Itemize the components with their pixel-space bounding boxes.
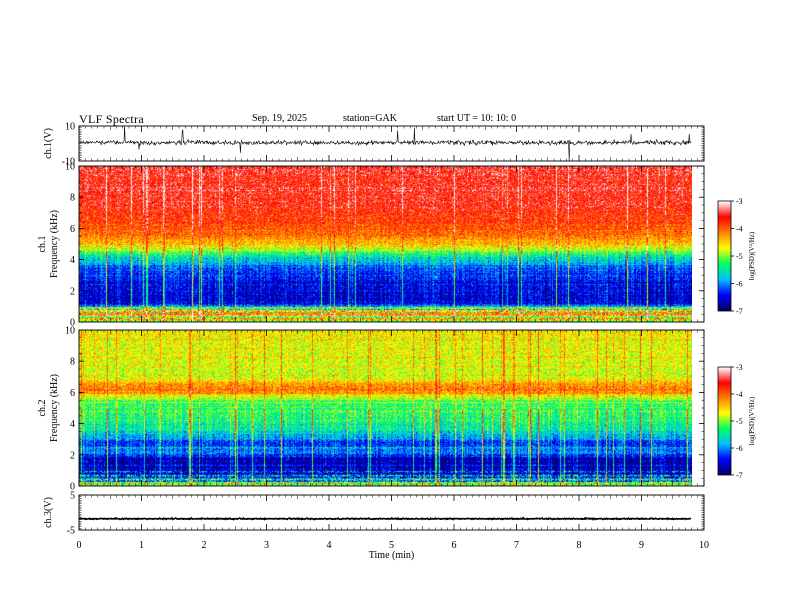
- ch1-spectrogram-image: [79, 166, 692, 322]
- ch1-colorbar-tick-label: -5: [736, 252, 743, 261]
- xtick-label: 1: [139, 540, 144, 551]
- ch1-waveform-line: [78, 125, 692, 161]
- xtick-label: 0: [77, 540, 82, 551]
- xtick-label: 7: [514, 540, 519, 551]
- xaxis-label: Time (min): [369, 550, 414, 561]
- ch1-spec-ytick-label: 10: [65, 162, 75, 173]
- ch1-spec-ylabel-channel: ch.1: [37, 236, 48, 253]
- ch1-wave-ytick-label: -10: [62, 157, 75, 168]
- xtick-label: 10: [699, 540, 709, 551]
- ch1-colorbar-tick-label: -4: [736, 225, 743, 234]
- ch1-wave-ylabel: ch.1(V): [43, 128, 54, 159]
- ch2-spec-ytick-label: 6: [70, 388, 75, 399]
- ch2-colorbar-tick-label: -7: [736, 471, 743, 480]
- ch1-spec-ytick-label: 8: [70, 193, 75, 204]
- ch2-colorbar-tick-label: -3: [736, 363, 743, 372]
- xtick-label: 5: [389, 540, 394, 551]
- ch1-colorbar-tick-label: -6: [736, 280, 743, 289]
- ch3-waveform-line: [78, 516, 692, 521]
- ch2-spec-ytick-label: 10: [65, 326, 75, 337]
- xtick-label: 3: [264, 540, 269, 551]
- ch2-spec-ylabel-channel: ch.2: [37, 400, 48, 417]
- plot-title: VLF Spectra: [79, 112, 144, 126]
- xtick-label: 2: [202, 540, 207, 551]
- ch2-colorbar: [718, 367, 731, 475]
- ch2-spec-ytick-label: 8: [70, 357, 75, 368]
- ch3-wave-ylabel: ch.3(V): [43, 497, 54, 528]
- xtick-label: 8: [577, 540, 582, 551]
- ch1-colorbar-tick-label: -7: [736, 307, 743, 316]
- ch3-wave-ytick-label: -5: [67, 526, 75, 537]
- xtick-label: 9: [639, 540, 644, 551]
- ch1-spec-ytick-label: 6: [70, 224, 75, 235]
- ch2-spec-ytick-label: 4: [70, 419, 75, 430]
- ch2-colorbar-label: log(PSD)(V²/Hz): [748, 396, 756, 445]
- date-label: Sep. 19, 2025: [252, 113, 307, 124]
- ch3-wave-ytick-label: 5: [70, 491, 75, 502]
- ch1-spec-ytick-label: 2: [70, 286, 75, 297]
- ch1-colorbar-tick-label: -3: [736, 197, 743, 206]
- ch2-spec-ylabel-freq: Frequency (kHz): [49, 374, 60, 442]
- ch2-spec-ytick-label: 0: [70, 482, 75, 493]
- station-label: station=GAK: [343, 113, 397, 124]
- xtick-label: 6: [452, 540, 457, 551]
- ch2-spectrogram-image: [79, 330, 692, 486]
- ch2-colorbar-tick-label: -6: [736, 444, 743, 453]
- start-ut-label: start UT = 10: 10: 0: [437, 113, 517, 124]
- ch1-spec-ytick-label: 0: [70, 318, 75, 329]
- ch1-spec-ylabel-freq: Frequency (kHz): [49, 210, 60, 278]
- ch2-colorbar-tick-label: -5: [736, 417, 743, 426]
- ch1-wave-ytick-label: 10: [65, 122, 75, 133]
- xtick-label: 4: [327, 540, 332, 551]
- ch2-colorbar-tick-label: -4: [736, 390, 743, 399]
- ch2-spec-ytick-label: 2: [70, 450, 75, 461]
- ch1-colorbar: [718, 201, 731, 311]
- ch1-spec-ytick-label: 4: [70, 255, 75, 266]
- ch1-colorbar-label: log(PSD)(V²/Hz): [748, 231, 756, 280]
